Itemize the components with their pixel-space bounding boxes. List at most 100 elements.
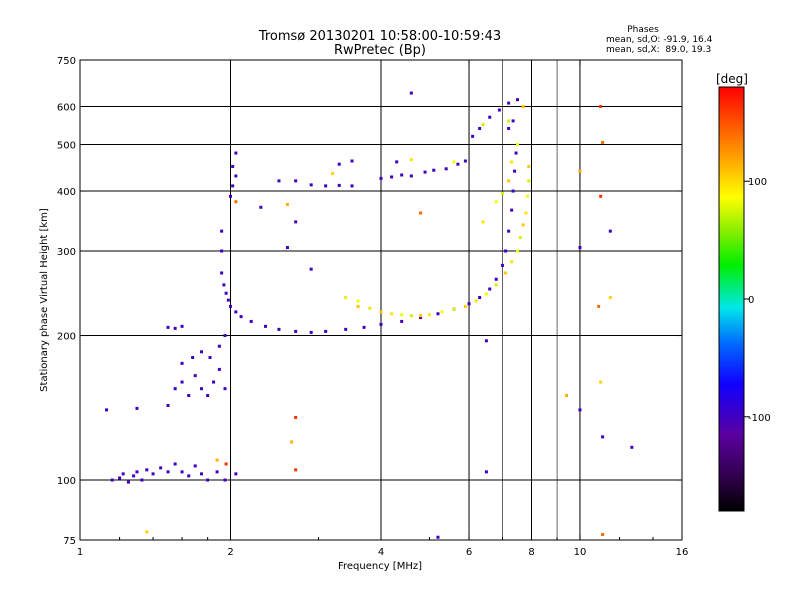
data-point xyxy=(368,306,372,310)
data-point xyxy=(229,194,232,198)
x-tick-label: 6 xyxy=(466,547,472,558)
data-point xyxy=(497,108,501,112)
chart-title: Tromsø 20130201 10:58:00-10:59:43 xyxy=(258,29,501,44)
data-point xyxy=(234,200,238,204)
data-point xyxy=(226,298,230,302)
data-point xyxy=(187,474,191,478)
data-point xyxy=(409,174,413,178)
data-point xyxy=(390,175,394,179)
data-point xyxy=(578,246,582,250)
data-point xyxy=(110,478,114,482)
data-point xyxy=(510,260,514,264)
data-point xyxy=(444,167,448,171)
data-point xyxy=(379,176,383,180)
data-point xyxy=(285,202,289,206)
y-axis-label: Stationary phase Virtual Height [km] xyxy=(39,208,50,392)
data-point xyxy=(494,277,498,281)
data-point xyxy=(478,296,482,300)
data-point xyxy=(419,316,423,320)
x-tick-label: 4 xyxy=(378,547,384,558)
colorbar-tick-label: -100 xyxy=(748,413,771,424)
colorbar-label: [deg] xyxy=(716,72,748,86)
data-point xyxy=(224,291,228,295)
data-point xyxy=(324,329,328,333)
data-point xyxy=(166,403,170,407)
data-point xyxy=(481,123,485,127)
data-point xyxy=(484,292,488,296)
data-point xyxy=(423,170,427,174)
data-point xyxy=(309,267,313,271)
data-point xyxy=(224,462,228,466)
data-point xyxy=(409,158,413,162)
data-point xyxy=(223,387,227,391)
data-point xyxy=(379,310,383,314)
colorbar-tick-label: 100 xyxy=(748,177,767,188)
data-point xyxy=(504,271,508,275)
data-point xyxy=(350,159,354,163)
data-point xyxy=(456,162,460,166)
phase-stats-x: mean, sd,X: 89.0, 19.3 xyxy=(606,45,711,55)
data-point xyxy=(488,287,492,291)
data-point xyxy=(521,223,525,227)
data-point xyxy=(231,164,235,168)
data-point xyxy=(234,174,238,178)
data-point xyxy=(484,470,488,474)
y-tick-label: 750 xyxy=(57,56,76,67)
data-point xyxy=(395,160,399,164)
axis-ticks: 1 2 4 6 8 10 16 75 100 200 300 400 500 600 750 xyxy=(57,56,688,558)
data-point xyxy=(521,105,525,109)
data-point xyxy=(514,151,518,155)
data-point xyxy=(191,355,195,359)
data-point xyxy=(597,304,601,308)
data-point xyxy=(511,189,515,193)
data-point xyxy=(200,387,204,391)
data-point xyxy=(463,159,467,163)
grid-lines xyxy=(80,60,682,540)
data-point xyxy=(356,299,360,303)
data-point xyxy=(159,466,163,470)
x-tick-label: 10 xyxy=(574,547,587,558)
data-point xyxy=(220,229,224,233)
data-point xyxy=(222,283,226,287)
data-point xyxy=(309,330,313,334)
data-point xyxy=(599,380,603,384)
data-point xyxy=(527,179,531,183)
data-point xyxy=(200,472,204,476)
data-point xyxy=(507,119,511,123)
data-point xyxy=(578,169,582,173)
data-point xyxy=(126,480,130,484)
data-point xyxy=(488,115,492,119)
data-point xyxy=(193,374,197,378)
data-point xyxy=(277,179,281,183)
data-point xyxy=(467,302,471,306)
data-point xyxy=(504,249,508,253)
data-point xyxy=(379,322,383,326)
data-point xyxy=(599,194,603,198)
data-point xyxy=(452,307,456,311)
data-point xyxy=(484,339,488,343)
data-point xyxy=(324,184,328,188)
data-point xyxy=(527,164,531,168)
data-point xyxy=(277,327,281,331)
data-point xyxy=(601,533,605,537)
data-point xyxy=(294,329,298,333)
data-point xyxy=(400,173,404,177)
data-point xyxy=(173,326,177,330)
data-point xyxy=(121,472,125,476)
data-point xyxy=(515,143,519,147)
data-point xyxy=(419,314,423,318)
x-axis-label: Frequency [MHz] xyxy=(338,561,422,572)
data-point xyxy=(608,296,612,300)
data-point xyxy=(140,478,144,482)
data-point xyxy=(217,344,221,348)
x-tick-label: 2 xyxy=(227,547,233,558)
y-tick-label: 400 xyxy=(57,187,76,198)
data-point xyxy=(507,229,511,233)
data-point xyxy=(337,183,341,187)
data-point xyxy=(474,299,478,303)
data-point xyxy=(166,470,170,474)
data-point xyxy=(151,472,155,476)
y-tick-label: 300 xyxy=(57,247,76,258)
data-point xyxy=(105,408,109,412)
